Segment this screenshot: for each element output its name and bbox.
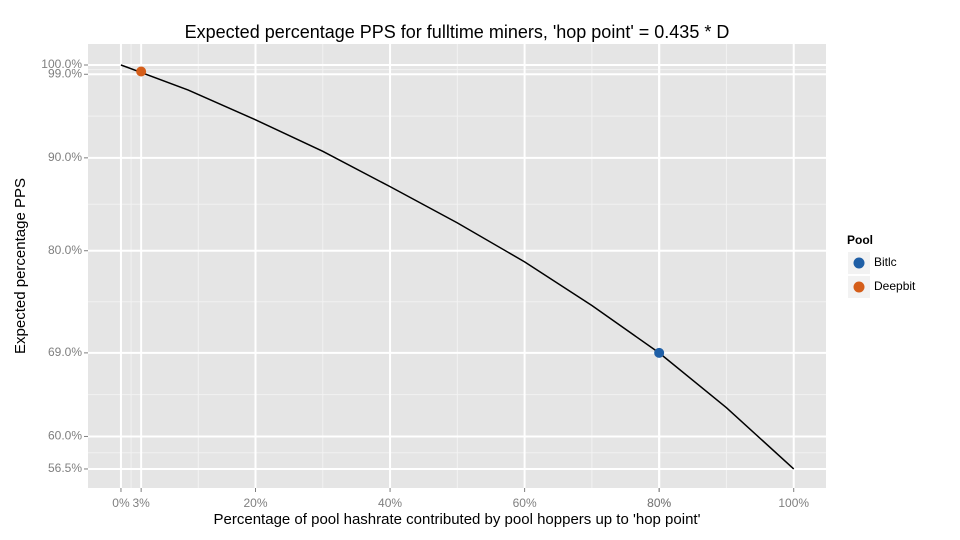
y-tick-label: 90.0% bbox=[48, 150, 82, 164]
y-tick-label: 60.0% bbox=[48, 429, 82, 443]
x-tick-label: 100% bbox=[778, 496, 809, 510]
x-tick-label: 40% bbox=[378, 496, 402, 510]
y-axis-title: Expected percentage PPS bbox=[12, 178, 29, 354]
chart-title: Expected percentage PPS for fulltime min… bbox=[185, 22, 730, 42]
x-tick-label: 0% bbox=[112, 496, 130, 510]
x-tick-label: 60% bbox=[513, 496, 537, 510]
point bbox=[136, 66, 147, 77]
legend-swatch bbox=[853, 281, 865, 293]
legend-label: Deepbit bbox=[874, 279, 916, 293]
x-tick-label: 20% bbox=[243, 496, 267, 510]
y-tick-label: 100.0% bbox=[41, 57, 82, 71]
legend-label: Bitlc bbox=[874, 255, 897, 269]
x-tick-label: 80% bbox=[647, 496, 671, 510]
x-tick-label: 3% bbox=[132, 496, 150, 510]
x-tick-label: 80% bbox=[647, 496, 671, 510]
y-tick-label: 80.0% bbox=[48, 243, 82, 257]
x-axis-title: Percentage of pool hashrate contributed … bbox=[214, 511, 701, 528]
legend-title: Pool bbox=[847, 233, 873, 247]
y-tick-label: 56.5% bbox=[48, 461, 82, 475]
curve bbox=[120, 64, 795, 470]
legend-swatch bbox=[853, 257, 865, 269]
point bbox=[654, 347, 665, 358]
y-tick-label: 99.0% bbox=[48, 66, 82, 80]
y-tick-label: 69.0% bbox=[48, 345, 82, 359]
